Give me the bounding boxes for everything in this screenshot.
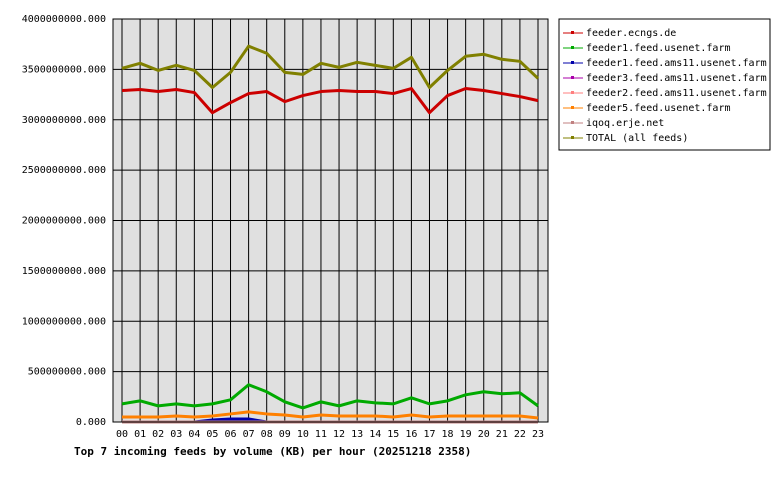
x-tick-label: 07 [243,429,255,440]
legend-box [558,18,771,151]
y-tick-label: 1500000000.000 [22,266,106,277]
legend-swatch-dot [571,121,574,124]
x-tick-label: 02 [152,429,164,440]
x-tick-label: 14 [369,429,381,440]
legend-swatch-dot [571,61,574,64]
x-tick-label: 21 [496,429,508,440]
legend-label: feeder5.feed.usenet.farm [586,103,731,114]
y-tick-label: 3500000000.000 [22,64,106,75]
y-tick-label: 3000000000.000 [22,115,106,126]
y-tick-label: 1000000000.000 [22,316,106,327]
legend-label: feeder.ecngs.de [586,28,676,39]
x-tick-label: 06 [224,429,236,440]
legend-swatch-dot [571,91,574,94]
legend-label: feeder1.feed.ams11.usenet.farm [586,58,767,69]
series-line [121,44,540,90]
x-tick-label: 13 [351,429,363,440]
legend-label: feeder2.feed.ams11.usenet.farm [586,88,767,99]
x-tick-label: 18 [442,429,454,440]
legend-swatch-dot [571,46,574,49]
x-tick-label: 20 [478,429,490,440]
x-tick-label: 09 [279,429,291,440]
y-tick-label: 2500000000.000 [22,165,106,176]
x-tick-label: 19 [460,429,472,440]
chart-title: Top 7 incoming feeds by volume (KB) per … [74,445,471,458]
x-tick-label: 04 [188,429,200,440]
x-tick-label: 11 [315,429,327,440]
legend-swatch-dot [571,136,574,139]
series-line [121,87,539,115]
x-tick-label: 23 [532,429,544,440]
x-tick-label: 12 [333,429,345,440]
series-line [121,383,539,410]
x-tick-label: 05 [206,429,218,440]
legend-swatch-dot [571,31,574,34]
x-tick-label: 01 [134,429,146,440]
legend-label: feeder1.feed.usenet.farm [586,43,731,54]
x-tick-label: 00 [116,429,128,440]
x-tick-label: 16 [405,429,417,440]
y-tick-label: 500000000.000 [28,367,106,378]
x-tick-label: 17 [423,429,435,440]
legend-label: TOTAL (all feeds) [586,133,688,144]
x-tick-label: 08 [261,429,273,440]
y-tick-label: 4000000000.000 [22,14,106,25]
y-tick-label: 0.000 [76,417,106,428]
y-tick-label: 2000000000.000 [22,216,106,227]
series-line [122,410,539,420]
legend-swatch-dot [571,106,574,109]
legend-swatch-dot [571,76,574,79]
x-tick-label: 22 [514,429,526,440]
plot-frame [112,18,549,423]
x-tick-label: 15 [387,429,399,440]
legend-label: iqoq.erje.net [586,118,664,129]
x-tick-label: 03 [170,429,182,440]
x-tick-label: 10 [297,429,309,440]
legend-label: feeder3.feed.ams11.usenet.farm [586,73,767,84]
